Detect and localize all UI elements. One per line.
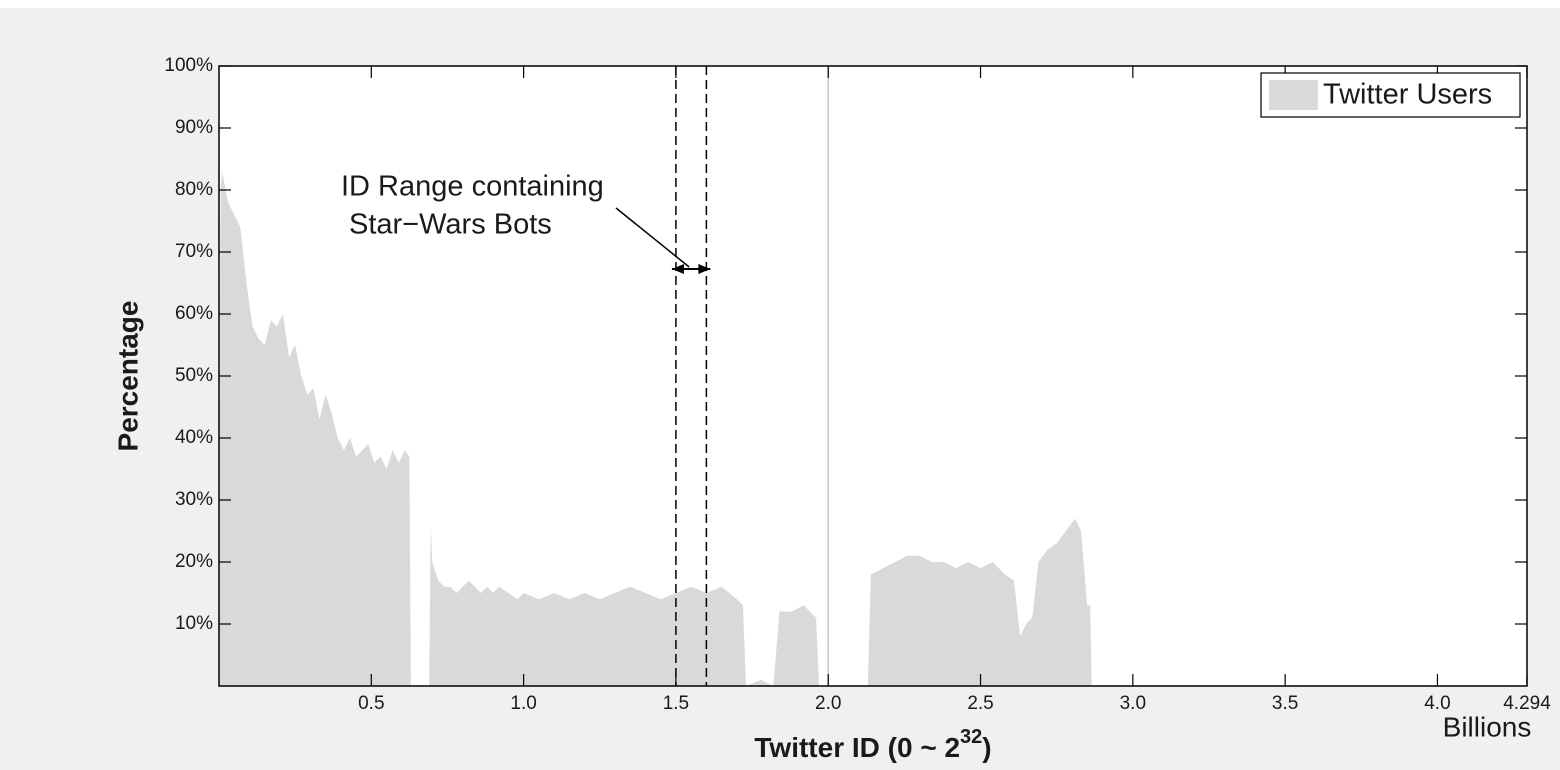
y-tick-label: 40% <box>175 427 213 448</box>
x-tick-label: 1.5 <box>663 693 689 714</box>
x-tick-label: 4.294 <box>1503 693 1551 714</box>
x-tick-label: 3.0 <box>1120 693 1146 714</box>
y-tick-label: 60% <box>175 303 213 324</box>
x-tick-label: 1.0 <box>510 693 536 714</box>
x-tick-label: 2.5 <box>967 693 993 714</box>
legend-swatch <box>1269 80 1318 110</box>
x-tick-label: 4.0 <box>1424 693 1450 714</box>
y-tick-label: 30% <box>175 489 213 510</box>
annotation: ID Range containing <box>341 171 604 203</box>
x-tick-label: 0.5 <box>358 693 384 714</box>
y-tick-label: 10% <box>175 613 213 634</box>
x-axis-label-part: Twitter ID (0 ~ 2 <box>754 732 960 763</box>
x-tick-label: 3.5 <box>1272 693 1298 714</box>
area <box>219 171 1527 686</box>
y-tick-label: 90% <box>175 117 213 138</box>
y-tick-label: 50% <box>175 365 213 386</box>
x-axis-label: Twitter ID (0 ~ 232) <box>754 726 991 763</box>
y-axis-label: Percentage <box>112 301 143 452</box>
range-arrowhead <box>671 264 711 274</box>
annotation: Star−Wars Bots <box>349 209 552 241</box>
legend-label: Twitter Users <box>1323 79 1492 111</box>
y-tick-label: 100% <box>164 55 213 76</box>
x-unit-label: Billions <box>1443 711 1532 742</box>
x-axis-label-part: 32 <box>960 726 982 748</box>
y-tick-label: 80% <box>175 179 213 200</box>
annotation-pointer <box>615 207 690 268</box>
x-tick-label: 2.0 <box>815 693 841 714</box>
top-band <box>0 0 1560 8</box>
y-tick-label: 20% <box>175 551 213 572</box>
y-tick-label: 70% <box>175 241 213 262</box>
x-axis-label-part: ) <box>982 732 991 763</box>
